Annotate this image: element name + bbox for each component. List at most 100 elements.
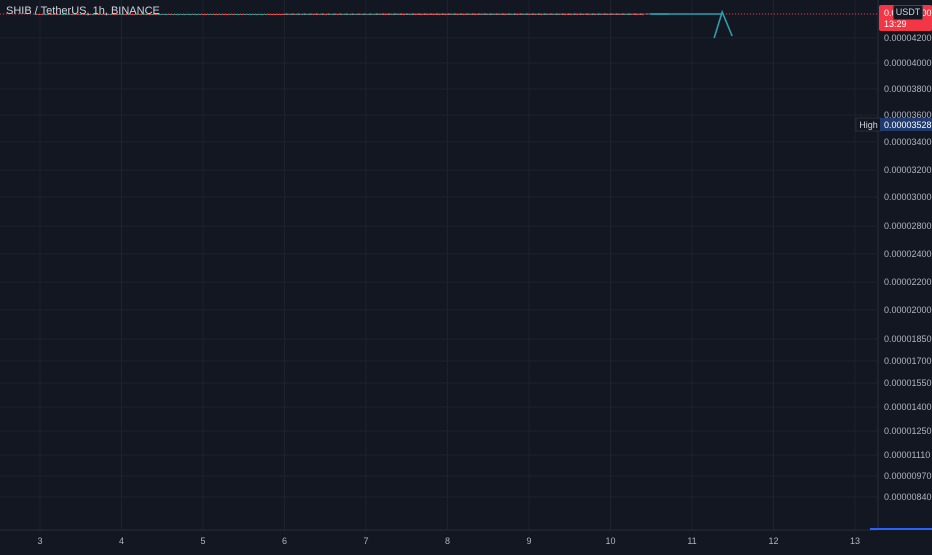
time-axis-label: 10: [605, 536, 615, 546]
scroll-indicator: [870, 528, 932, 530]
candle-body: [187, 14, 190, 15]
candle-body: [109, 14, 112, 15]
candle-body: [154, 14, 157, 15]
candle-body: [103, 14, 106, 15]
candle-body: [94, 14, 97, 15]
price-axis-label: 0.00004200: [884, 33, 932, 43]
candle-body: [264, 14, 268, 15]
candle-body: [61, 14, 65, 15]
candle-body: [267, 14, 271, 15]
candle-body: [213, 14, 217, 15]
candle-body: [228, 14, 232, 15]
candle-body: [249, 14, 253, 15]
current-price-countdown: 13:29: [884, 19, 907, 29]
candle-body: [300, 14, 304, 15]
high-marker-value: 0.00003528: [884, 120, 932, 130]
candle-body: [85, 14, 89, 15]
candle-body: [106, 14, 109, 15]
candle-body: [237, 14, 241, 15]
candle-body: [67, 14, 71, 15]
candle-body: [276, 14, 280, 15]
candle-body: [198, 14, 202, 15]
candle-body: [115, 14, 118, 15]
candle-body: [261, 14, 265, 15]
price-axis-label: 0.00003400: [884, 137, 932, 147]
candle-body: [124, 14, 127, 15]
candle-body: [64, 14, 68, 15]
candle-body: [240, 14, 244, 15]
time-axis-label: 9: [526, 536, 531, 546]
candle-body: [133, 14, 136, 15]
candle-body: [219, 14, 223, 15]
candle-body: [76, 14, 80, 15]
candle-body: [306, 14, 310, 15]
candle-body: [360, 14, 363, 15]
price-axis-label: 0.00001400: [884, 402, 932, 412]
price-axis-label: 0.00001550: [884, 378, 932, 388]
high-marker-label: High: [859, 120, 878, 130]
candle-body: [207, 14, 211, 15]
symbol-title: SHIB / TetherUS, 1h, BINANCE: [6, 5, 160, 17]
price-axis-label: 0.00002000: [884, 305, 932, 315]
candle-body: [190, 14, 193, 15]
price-axis-label: 0.00002400: [884, 249, 932, 259]
candle-body: [97, 14, 100, 15]
candle-body: [294, 14, 298, 15]
time-axis-label: 5: [200, 536, 205, 546]
candle-body: [204, 14, 208, 15]
candle-body: [46, 14, 50, 15]
time-axis-label: 4: [119, 536, 124, 546]
candle-body: [172, 14, 175, 15]
candle-body: [193, 14, 196, 15]
price-axis-label: 0.00004000: [884, 58, 932, 68]
candle-body: [118, 14, 121, 15]
time-axis-label: 6: [282, 536, 287, 546]
candle-body: [273, 14, 277, 15]
candle-body: [127, 14, 130, 15]
candle-body: [282, 14, 286, 15]
price-axis-label: 0.00003000: [884, 192, 932, 202]
time-axis-label: 12: [768, 536, 778, 546]
candle-body: [348, 14, 351, 15]
price-axis-label: 0.00001250: [884, 426, 932, 436]
candle-body: [148, 14, 151, 15]
candle-body: [55, 14, 59, 15]
candle-body: [43, 14, 47, 15]
candle-body: [82, 14, 86, 15]
price-axis-label: 0.00001700: [884, 356, 932, 366]
high-marker-box: [880, 118, 932, 131]
candle-body: [79, 14, 83, 15]
candle-body: [372, 14, 375, 15]
candle-body: [157, 14, 160, 15]
candle-body: [37, 14, 41, 15]
grid-lines: [0, 0, 878, 530]
candle-body: [195, 14, 199, 15]
candle-body: [145, 14, 148, 15]
candle-body: [184, 14, 187, 15]
time-axis-label: 11: [687, 536, 696, 546]
price-axis-label: 0.00000970: [884, 471, 932, 481]
candle-body: [100, 14, 103, 15]
candle-body: [70, 14, 74, 15]
candle-body: [40, 14, 44, 15]
candle-body: [160, 14, 163, 15]
candle-body: [243, 14, 247, 15]
candle-body: [312, 14, 316, 15]
candle-body: [88, 14, 92, 15]
candle-body: [318, 14, 322, 15]
candle-body: [246, 14, 250, 15]
candle-body: [255, 14, 259, 15]
candle-body: [252, 14, 256, 15]
candle-body: [279, 14, 283, 15]
time-axis-label: 8: [445, 536, 450, 546]
candle-body: [210, 14, 214, 15]
candle-body: [175, 14, 178, 15]
currency-badge[interactable]: USDT: [893, 5, 923, 20]
candle-body: [166, 14, 169, 15]
price-axis-label: 0.00003800: [884, 84, 932, 94]
candle-body: [163, 14, 166, 15]
price-axis-label: 0.00002200: [884, 277, 932, 287]
candle-body: [178, 14, 181, 15]
